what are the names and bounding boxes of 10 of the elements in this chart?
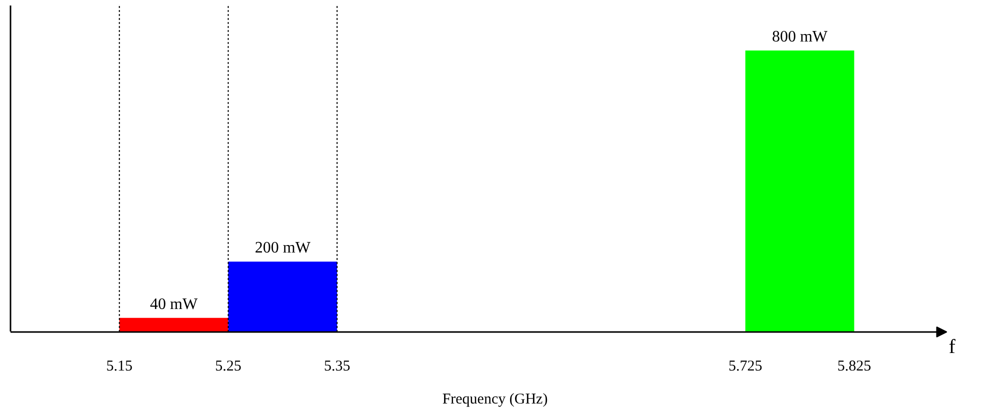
text: f bbox=[948, 336, 956, 358]
data-label: 200 mW bbox=[254, 240, 312, 257]
x-tick-label: 5.15 bbox=[106, 358, 132, 374]
data-label: 800 mW bbox=[772, 28, 828, 46]
x-tick-label: 5.725 bbox=[728, 358, 762, 374]
data-label: 40 mW bbox=[150, 296, 198, 313]
x-tick-label: 5.825 bbox=[837, 358, 872, 374]
x-axis-title: Frequency (GHz) bbox=[442, 392, 548, 408]
x-tick-label: 5.25 bbox=[215, 358, 242, 374]
x-tick-label: 5.35 bbox=[324, 358, 350, 374]
